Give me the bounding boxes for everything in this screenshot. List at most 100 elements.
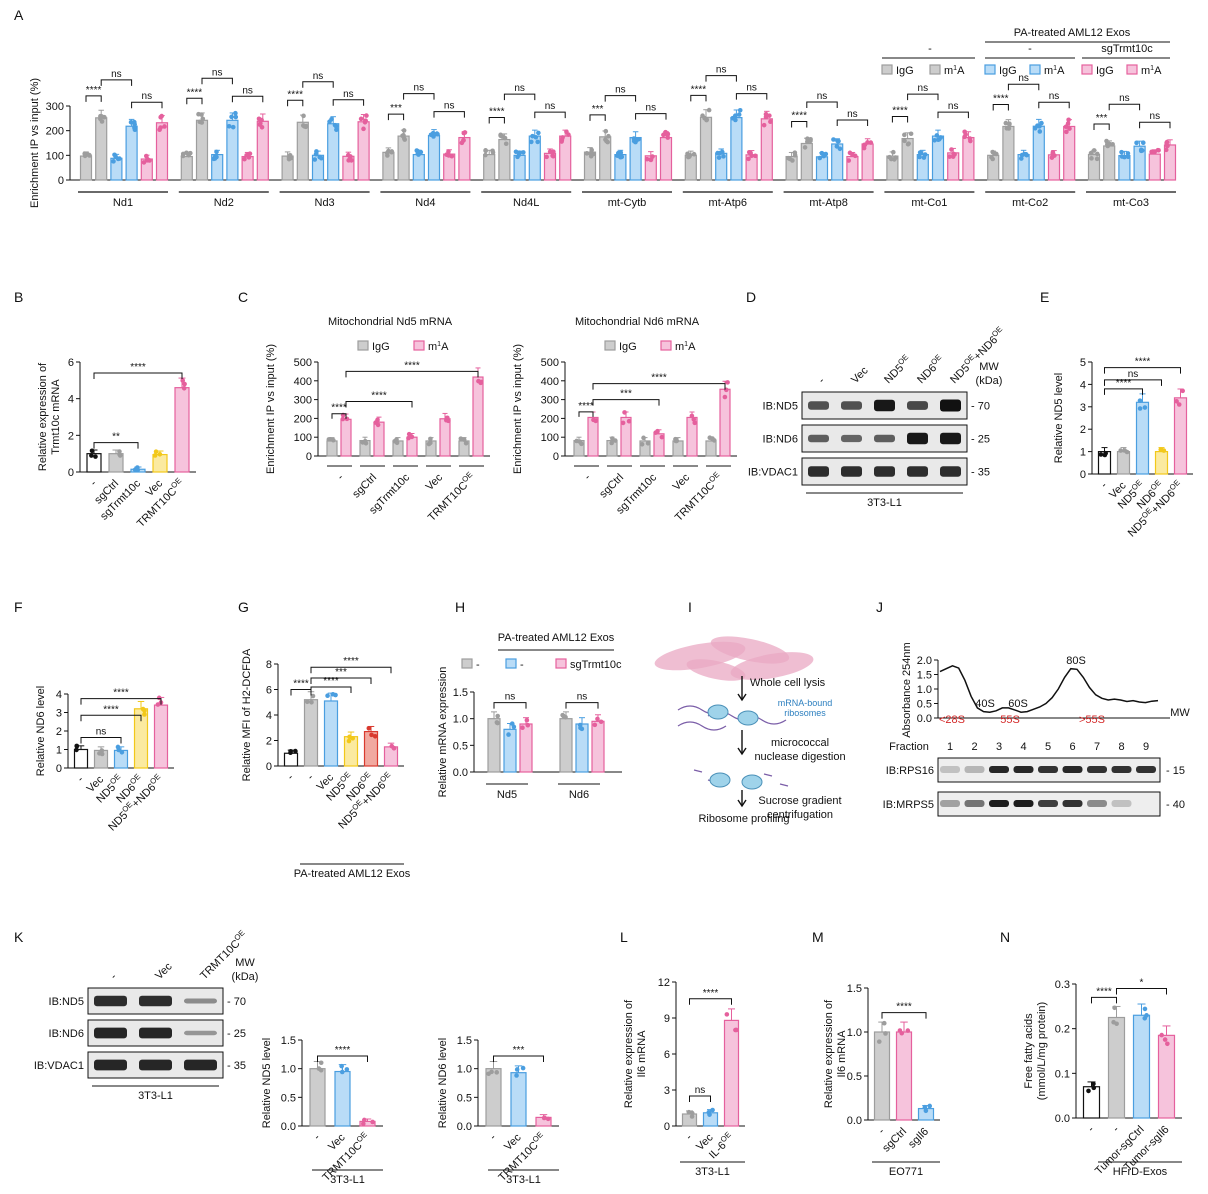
blot-band: [1136, 766, 1156, 773]
y-tick-label: 2: [266, 736, 272, 748]
y-tick-label: 0.0: [281, 1121, 296, 1133]
significance-label: ns: [577, 692, 588, 703]
significance-bracket: [806, 101, 838, 108]
data-point: [577, 722, 583, 728]
data-point: [188, 150, 193, 156]
ribosome-shape: [737, 710, 759, 726]
category-label: -: [305, 771, 316, 782]
blot-band: [874, 399, 895, 412]
significance-label: ns: [1150, 111, 1161, 122]
gene-label: Nd3: [315, 197, 335, 209]
bar: [1173, 397, 1188, 475]
y-axis-title: Relative ND6 level: [35, 686, 47, 776]
data-point: [293, 748, 298, 754]
data-point: [1137, 406, 1143, 411]
data-point: [346, 738, 352, 744]
group-label: HFrD-Exos: [1113, 1166, 1168, 1178]
blot-row-label: IB:VDAC1: [748, 467, 798, 479]
bar-nd2: [180, 155, 193, 181]
data-point: [748, 150, 753, 156]
bar-nd3: [296, 121, 309, 181]
data-point: [1094, 156, 1100, 162]
data-point: [588, 153, 594, 159]
bar-nd1: [79, 155, 93, 181]
data-point: [952, 152, 957, 157]
data-point: [609, 440, 614, 446]
significance-label: ***: [592, 104, 604, 115]
category-label: -: [75, 773, 86, 784]
significance-label: ns: [242, 85, 253, 96]
significance-label: ****: [691, 84, 707, 95]
data-point: [615, 150, 621, 156]
y-tick-label: 0.0: [457, 1121, 472, 1133]
peak-label: 60S: [1008, 698, 1028, 710]
blot-band: [1087, 766, 1107, 773]
significance-label: ****: [489, 107, 505, 118]
lane-label: ND6OE: [913, 353, 947, 387]
y-tick-label: 0: [664, 1121, 670, 1133]
peak-label: 80S: [1066, 655, 1086, 667]
significance-label: ****: [1135, 357, 1151, 368]
data-point: [949, 147, 954, 152]
significance-bracket: [1038, 101, 1070, 109]
gene-label: Nd2: [214, 197, 234, 209]
data-point: [577, 439, 583, 444]
y-axis-title: (mmol/L/mg protein): [1036, 1002, 1048, 1100]
data-point: [309, 699, 314, 705]
data-point: [673, 436, 678, 442]
y-axis-title: Relative MFI of H2-DCFDA: [241, 648, 253, 781]
data-point: [563, 714, 568, 720]
data-point: [389, 743, 395, 749]
significance-bracket: [331, 413, 347, 419]
bar: [895, 1031, 913, 1121]
data-point: [226, 124, 232, 129]
mrna-label: mRNA-bound: [778, 698, 833, 708]
data-point: [347, 734, 352, 740]
mw-label: MW: [1170, 707, 1190, 719]
bar-mt-atp8: [800, 142, 813, 181]
significance-bracket: [302, 81, 334, 88]
bar-mt-co2: [1002, 125, 1015, 181]
data-point: [653, 430, 658, 435]
y-tick-label: 300: [46, 101, 64, 113]
mw-marker: - 35: [227, 1060, 246, 1072]
data-point: [369, 732, 374, 738]
legend-label: IgG: [372, 341, 390, 353]
y-tick-label: 100: [541, 432, 559, 444]
data-point: [230, 124, 236, 130]
y-tick-label: 1.0: [917, 684, 932, 696]
data-point: [520, 1065, 526, 1071]
group-label: PA-treated AML12 Exos: [294, 868, 411, 880]
significance-bracket: [503, 93, 536, 101]
significance-bracket: [635, 113, 667, 120]
bar-nd4l: [498, 138, 511, 181]
data-point: [313, 151, 319, 157]
fraction-label: 5: [1045, 741, 1051, 753]
data-point: [162, 124, 167, 129]
data-point: [361, 1117, 367, 1123]
data-point: [428, 436, 433, 442]
panel-label-n: N: [1000, 929, 1010, 945]
significance-label: ns: [111, 69, 122, 80]
data-point: [406, 431, 412, 437]
data-point: [346, 158, 351, 163]
significance-bracket: [80, 714, 142, 722]
step-label: Whole cell lysis: [750, 677, 826, 689]
legend-label: IgG: [1096, 65, 1114, 77]
mw-marker: - 25: [971, 434, 990, 446]
region-label: >55S: [1079, 714, 1105, 726]
bar: [73, 748, 89, 769]
gene-label: mt-Cytb: [608, 197, 647, 209]
data-point: [604, 138, 609, 144]
data-point: [463, 440, 469, 446]
significance-label: ns: [695, 1085, 706, 1096]
significance-label: ns: [1018, 73, 1029, 84]
step-label: micrococcal: [771, 737, 829, 749]
data-point: [503, 141, 509, 147]
significance-label: ***: [390, 103, 402, 114]
data-point: [132, 125, 137, 131]
data-point: [1003, 120, 1009, 126]
category-label: -: [335, 471, 346, 482]
y-axis-title: Enrichment IP vs input (%): [29, 78, 41, 208]
blot-band: [940, 399, 961, 412]
